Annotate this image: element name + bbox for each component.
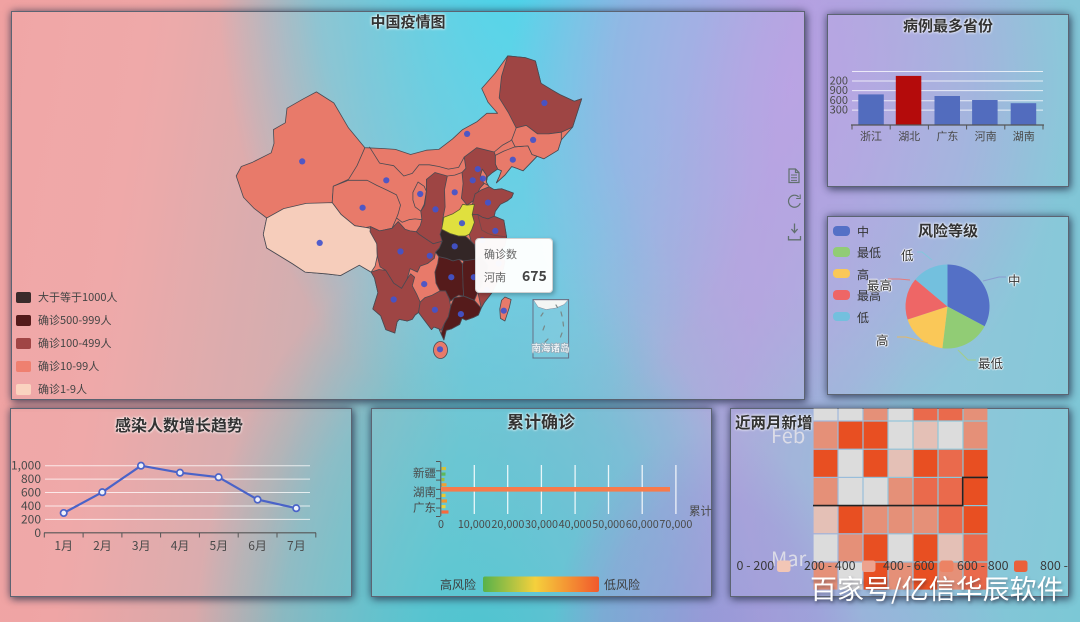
svg-text:60,000: 60,000 (626, 516, 659, 532)
svg-text:2月: 2月 (93, 537, 112, 554)
svg-text:广东: 广东 (936, 128, 958, 144)
svg-text:600: 600 (21, 484, 41, 501)
svg-text:4月: 4月 (171, 537, 190, 554)
svg-text:70,000: 70,000 (659, 516, 692, 532)
svg-text:南海诸岛: 南海诸岛 (531, 341, 569, 355)
svg-text:0: 0 (34, 524, 41, 541)
svg-text:400: 400 (21, 497, 41, 514)
svg-text:200: 200 (21, 510, 41, 527)
svg-text:600: 600 (830, 92, 848, 108)
svg-text:600 - 800: 600 - 800 (957, 555, 1009, 574)
svg-text:1,000: 1,000 (11, 457, 41, 474)
svg-text:7月: 7月 (287, 537, 306, 554)
svg-text:浙江: 浙江 (860, 128, 882, 144)
svg-text:40,000: 40,000 (559, 516, 592, 532)
svg-text:10,000: 10,000 (458, 516, 491, 532)
svg-text:400 - 600: 400 - 600 (883, 555, 935, 574)
svg-text:0 - 200: 0 - 200 (737, 555, 775, 574)
svg-text:低风险: 低风险 (604, 576, 640, 593)
svg-text:0: 0 (438, 516, 444, 532)
svg-text:累计确: 累计确 (689, 503, 712, 519)
svg-text:高风险: 高风险 (440, 576, 476, 593)
svg-text:广东: 广东 (413, 500, 436, 516)
svg-text:30,000: 30,000 (525, 516, 558, 532)
svg-text:50,000: 50,000 (592, 516, 625, 532)
svg-text:800: 800 (21, 470, 41, 487)
svg-text:800 - 1: 800 - 1 (1040, 555, 1069, 574)
svg-text:湖南: 湖南 (413, 484, 436, 500)
svg-text:200 - 400: 200 - 400 (804, 555, 856, 574)
svg-text:新疆: 新疆 (413, 465, 436, 481)
svg-text:Feb: Feb (771, 420, 805, 449)
svg-text:900: 900 (830, 82, 848, 98)
svg-text:湖北: 湖北 (898, 128, 920, 144)
svg-text:20,000: 20,000 (491, 516, 524, 532)
svg-text:3月: 3月 (132, 537, 151, 554)
svg-text:300: 300 (830, 102, 848, 118)
svg-text:6月: 6月 (248, 537, 267, 554)
svg-text:河南: 河南 (975, 128, 997, 144)
svg-text:200: 200 (830, 73, 848, 89)
svg-text:5月: 5月 (209, 537, 228, 554)
svg-text:1月: 1月 (54, 537, 73, 554)
svg-text:湖南: 湖南 (1013, 128, 1035, 144)
